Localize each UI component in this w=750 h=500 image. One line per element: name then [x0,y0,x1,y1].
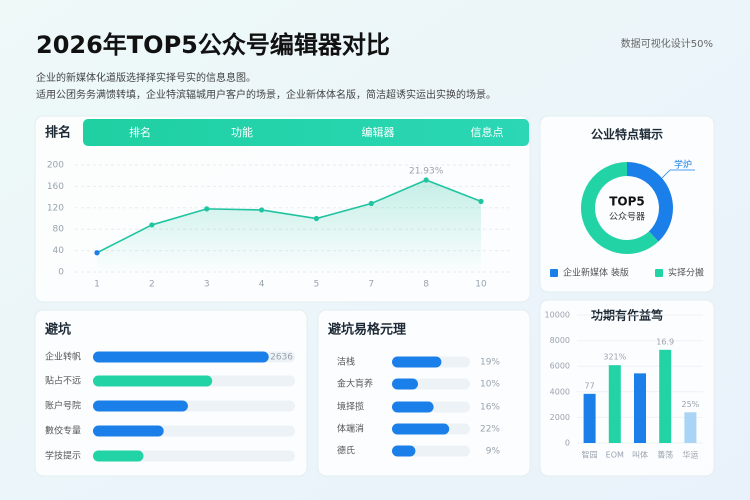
row-label: 体端消 [337,423,364,435]
bar [684,412,697,443]
row-label: 境择揽 [337,401,364,413]
x-tick-label: 4 [259,280,265,290]
row-label: 德氏 [337,445,355,457]
row-label: 企业转帆 [45,351,81,363]
bar [392,423,450,435]
y-tick-label: 6000 [550,362,570,371]
bar [93,450,144,462]
point [258,207,265,213]
panel-title: 排名 [45,125,71,141]
bar [659,349,672,443]
y-tick-label: 0 [58,268,64,278]
bar [583,393,596,443]
row-label: 账户号院 [45,400,81,412]
bar [392,401,434,413]
area [97,179,481,272]
y-tick-label: 8000 [550,336,570,345]
bar-note: 25% [682,400,700,409]
bar [634,373,646,443]
tab-bar [83,119,529,146]
center-text: 公众号器 [609,212,645,223]
bar-note: 16.9 [656,337,674,346]
point [149,222,155,228]
x-tick-label: 1 [94,280,100,290]
panel-title: 避坑 [45,322,71,338]
value-label: 9% [486,447,501,457]
value-label: 16% [480,403,500,413]
point [94,250,100,256]
donut-slice [627,162,673,242]
subtitle: 适用公团务务满馈转填，企业特滨辐城用户客户的场景，企业新体体名版，简洁超诱实运出… [36,88,496,101]
y-tick-label: 120 [47,203,64,213]
point [204,206,210,212]
row-label: 贴占不远 [45,375,81,387]
y-tick-label: 160 [47,182,64,192]
bar-note: 321% [603,353,626,362]
bar [93,375,213,387]
panel [317,309,531,477]
center-text: TOP5 [609,195,645,209]
y-tick-label: 200 [47,161,64,171]
x-tick-label: 5 [314,280,320,290]
value-label: 19% [480,358,500,368]
x-tick-label: 善荡 [657,450,673,460]
bar [392,378,418,390]
x-tick-label: EOM [606,451,624,460]
tab[interactable]: 功能 [231,125,253,139]
track [93,450,295,462]
legend-swatch [550,269,558,277]
annotation: 2636 [270,353,293,363]
panel [539,115,715,293]
point [478,198,484,204]
y-tick-label: 10000 [545,311,570,320]
tag: 数据可视化设计50% [621,37,713,50]
x-tick-label: 华运 [682,450,698,460]
bar [392,356,442,368]
x-tick-label: 10 [475,280,487,290]
x-tick-label: 8 [423,280,429,290]
value-label: 10% [480,380,500,390]
page-title: 2026年TOP5公众号编辑器对比 [36,31,390,59]
tab[interactable]: 信息点 [471,125,504,139]
subtitle: 企业的新媒体化道版选择择实择号实的信息息图。 [36,71,256,84]
legend-label: 实择分搬 [668,267,704,279]
bar [392,445,416,457]
x-tick-label: 3 [204,280,210,290]
x-tick-label: 叫体 [632,450,648,460]
x-tick-label: 智园 [582,450,598,460]
y-tick-label: 0 [565,439,570,448]
y-tick-label: 4000 [550,387,570,396]
panel-title: 公业特点辑示 [591,127,663,142]
bar [93,425,164,437]
y-tick-label: 40 [53,246,65,256]
row-label: 數佼专量 [45,425,81,437]
point [368,200,374,207]
value-label: 22% [480,425,500,435]
x-tick-label: 2 [149,280,155,290]
row-label: 金大肓养 [337,378,373,390]
row-label: 学技提示 [45,450,81,462]
legend-swatch [655,269,663,277]
point [423,177,429,183]
bar [93,351,269,363]
legend-label: 企业新媒体 装版 [563,267,629,279]
annotation: 21.93% [409,166,444,176]
line [96,179,482,254]
point [313,215,320,222]
bar-note: 77 [585,381,595,390]
row-label: 洁栈 [337,356,355,368]
bar [93,400,188,412]
bar [608,365,621,443]
panel-title: 避坑易格元理 [328,322,406,338]
y-tick-label: 80 [53,225,65,235]
donut-slice [581,162,659,255]
callout: 学炉 [674,159,692,171]
x-tick-label: 7 [368,280,374,290]
tab[interactable]: 排名 [129,125,151,139]
leader [661,169,695,179]
tab[interactable]: 编辑器 [362,125,395,139]
y-tick-label: 2000 [550,413,570,422]
